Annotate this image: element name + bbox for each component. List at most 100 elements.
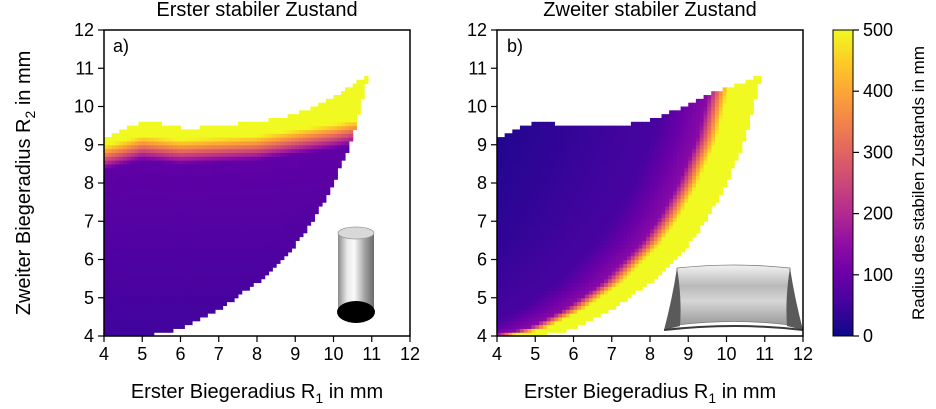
heatmap-cell: [283, 167, 289, 173]
heatmap-cell: [176, 186, 182, 192]
heatmap-cell: [153, 152, 159, 157]
heatmap-cell: [592, 232, 598, 238]
heatmap-cell: [630, 156, 636, 161]
heatmap-cell: [295, 217, 300, 222]
heatmap-cell: [149, 190, 155, 196]
heatmap-cell: [337, 156, 342, 161]
heatmap-cell: [558, 278, 563, 284]
heatmap-cell: [329, 117, 335, 123]
heatmap-cell: [611, 186, 617, 192]
heatmap-cell: [539, 190, 544, 196]
heatmap-cell: [306, 175, 312, 180]
heatmap-cell: [134, 236, 140, 241]
heatmap-cell: [508, 152, 513, 157]
heatmap-cell: [650, 236, 655, 241]
heatmap-cell: [611, 293, 617, 299]
heatmap-cell: [188, 259, 193, 264]
heatmap-cell: [558, 293, 563, 299]
heatmap-cell: [535, 324, 540, 329]
heatmap-cell: [344, 121, 350, 127]
heatmap-cell: [126, 332, 132, 336]
heatmap-cell: [562, 274, 567, 280]
heatmap-cell: [630, 286, 636, 291]
heatmap-cell: [207, 137, 212, 142]
heatmap-cell: [257, 259, 262, 264]
heatmap-cell: [314, 144, 319, 150]
heatmap-cell: [203, 148, 208, 153]
heatmap-cell: [126, 129, 132, 134]
heatmap-cell: [111, 324, 117, 329]
heatmap-cell: [195, 209, 201, 215]
heatmap-cell: [512, 293, 517, 299]
heatmap-cell: [199, 278, 205, 284]
heatmap-cell: [134, 324, 140, 329]
heatmap-cell: [176, 125, 182, 131]
heatmap-cell: [161, 217, 166, 222]
heatmap-cell: [352, 98, 358, 104]
heatmap-cell: [642, 259, 647, 264]
heatmap-cell: [104, 183, 109, 188]
heatmap-cell: [149, 316, 155, 322]
heatmap-cell: [627, 221, 632, 226]
heatmap-cell: [142, 125, 147, 131]
heatmap-cell: [245, 137, 250, 142]
heatmap-cell: [268, 186, 273, 192]
heatmap-cell: [325, 144, 331, 150]
heatmap-cell: [169, 179, 174, 184]
heatmap-cell: [611, 244, 617, 249]
heatmap-cell: [272, 194, 277, 199]
heatmap-cell: [512, 251, 517, 257]
heatmap-cell: [199, 148, 205, 153]
heatmap-cell: [539, 228, 544, 234]
heatmap-cell: [142, 244, 147, 249]
heatmap-cell: [573, 186, 578, 192]
heatmap-cell: [302, 221, 308, 226]
heatmap-cell: [142, 309, 147, 314]
heatmap-cell: [527, 186, 533, 192]
heatmap-cell: [638, 248, 643, 253]
heatmap-cell: [619, 148, 624, 153]
heatmap-cell: [272, 137, 277, 142]
heatmap-cell: [623, 270, 628, 276]
heatmap-cell: [237, 133, 243, 138]
heatmap-cell: [245, 259, 250, 264]
heatmap-cell: [500, 236, 506, 241]
heatmap-cell: [264, 202, 270, 207]
heatmap-cell: [302, 228, 308, 234]
heatmap-cell: [138, 309, 143, 314]
heatmap-cell: [161, 263, 166, 268]
heatmap-cell: [630, 190, 636, 196]
heatmap-cell: [218, 282, 224, 287]
heatmap-cell: [634, 221, 640, 226]
heatmap-cell: [535, 194, 540, 199]
heatmap-cell: [199, 255, 205, 261]
heatmap-cell: [607, 259, 613, 264]
heatmap-cell: [146, 240, 151, 245]
heatmap-cell: [184, 160, 189, 165]
heatmap-cell: [126, 137, 132, 142]
heatmap-cell: [234, 129, 239, 134]
heatmap-cell: [234, 202, 239, 207]
heatmap-cell: [138, 171, 143, 176]
heatmap-cell: [627, 236, 632, 241]
heatmap-cell: [577, 167, 582, 173]
heatmap-cell: [146, 140, 151, 146]
heatmap-cell: [527, 190, 533, 196]
heatmap-cell: [558, 183, 563, 188]
heatmap-cell: [600, 251, 605, 257]
heatmap-cell: [573, 213, 578, 219]
heatmap-cell: [115, 282, 120, 287]
heatmap-cell: [111, 198, 117, 203]
heatmap-cell: [257, 129, 262, 134]
heatmap-cell: [130, 324, 136, 329]
heatmap-cell: [134, 293, 140, 299]
heatmap-cell: [634, 125, 640, 131]
heatmap-cell: [592, 225, 598, 230]
heatmap-cell: [107, 167, 113, 173]
heatmap-cell: [214, 209, 220, 215]
heatmap-cell: [234, 190, 239, 196]
heatmap-cell: [226, 274, 231, 280]
heatmap-cell: [573, 301, 578, 306]
heatmap-cell: [260, 144, 266, 150]
heatmap-cell: [230, 186, 235, 192]
